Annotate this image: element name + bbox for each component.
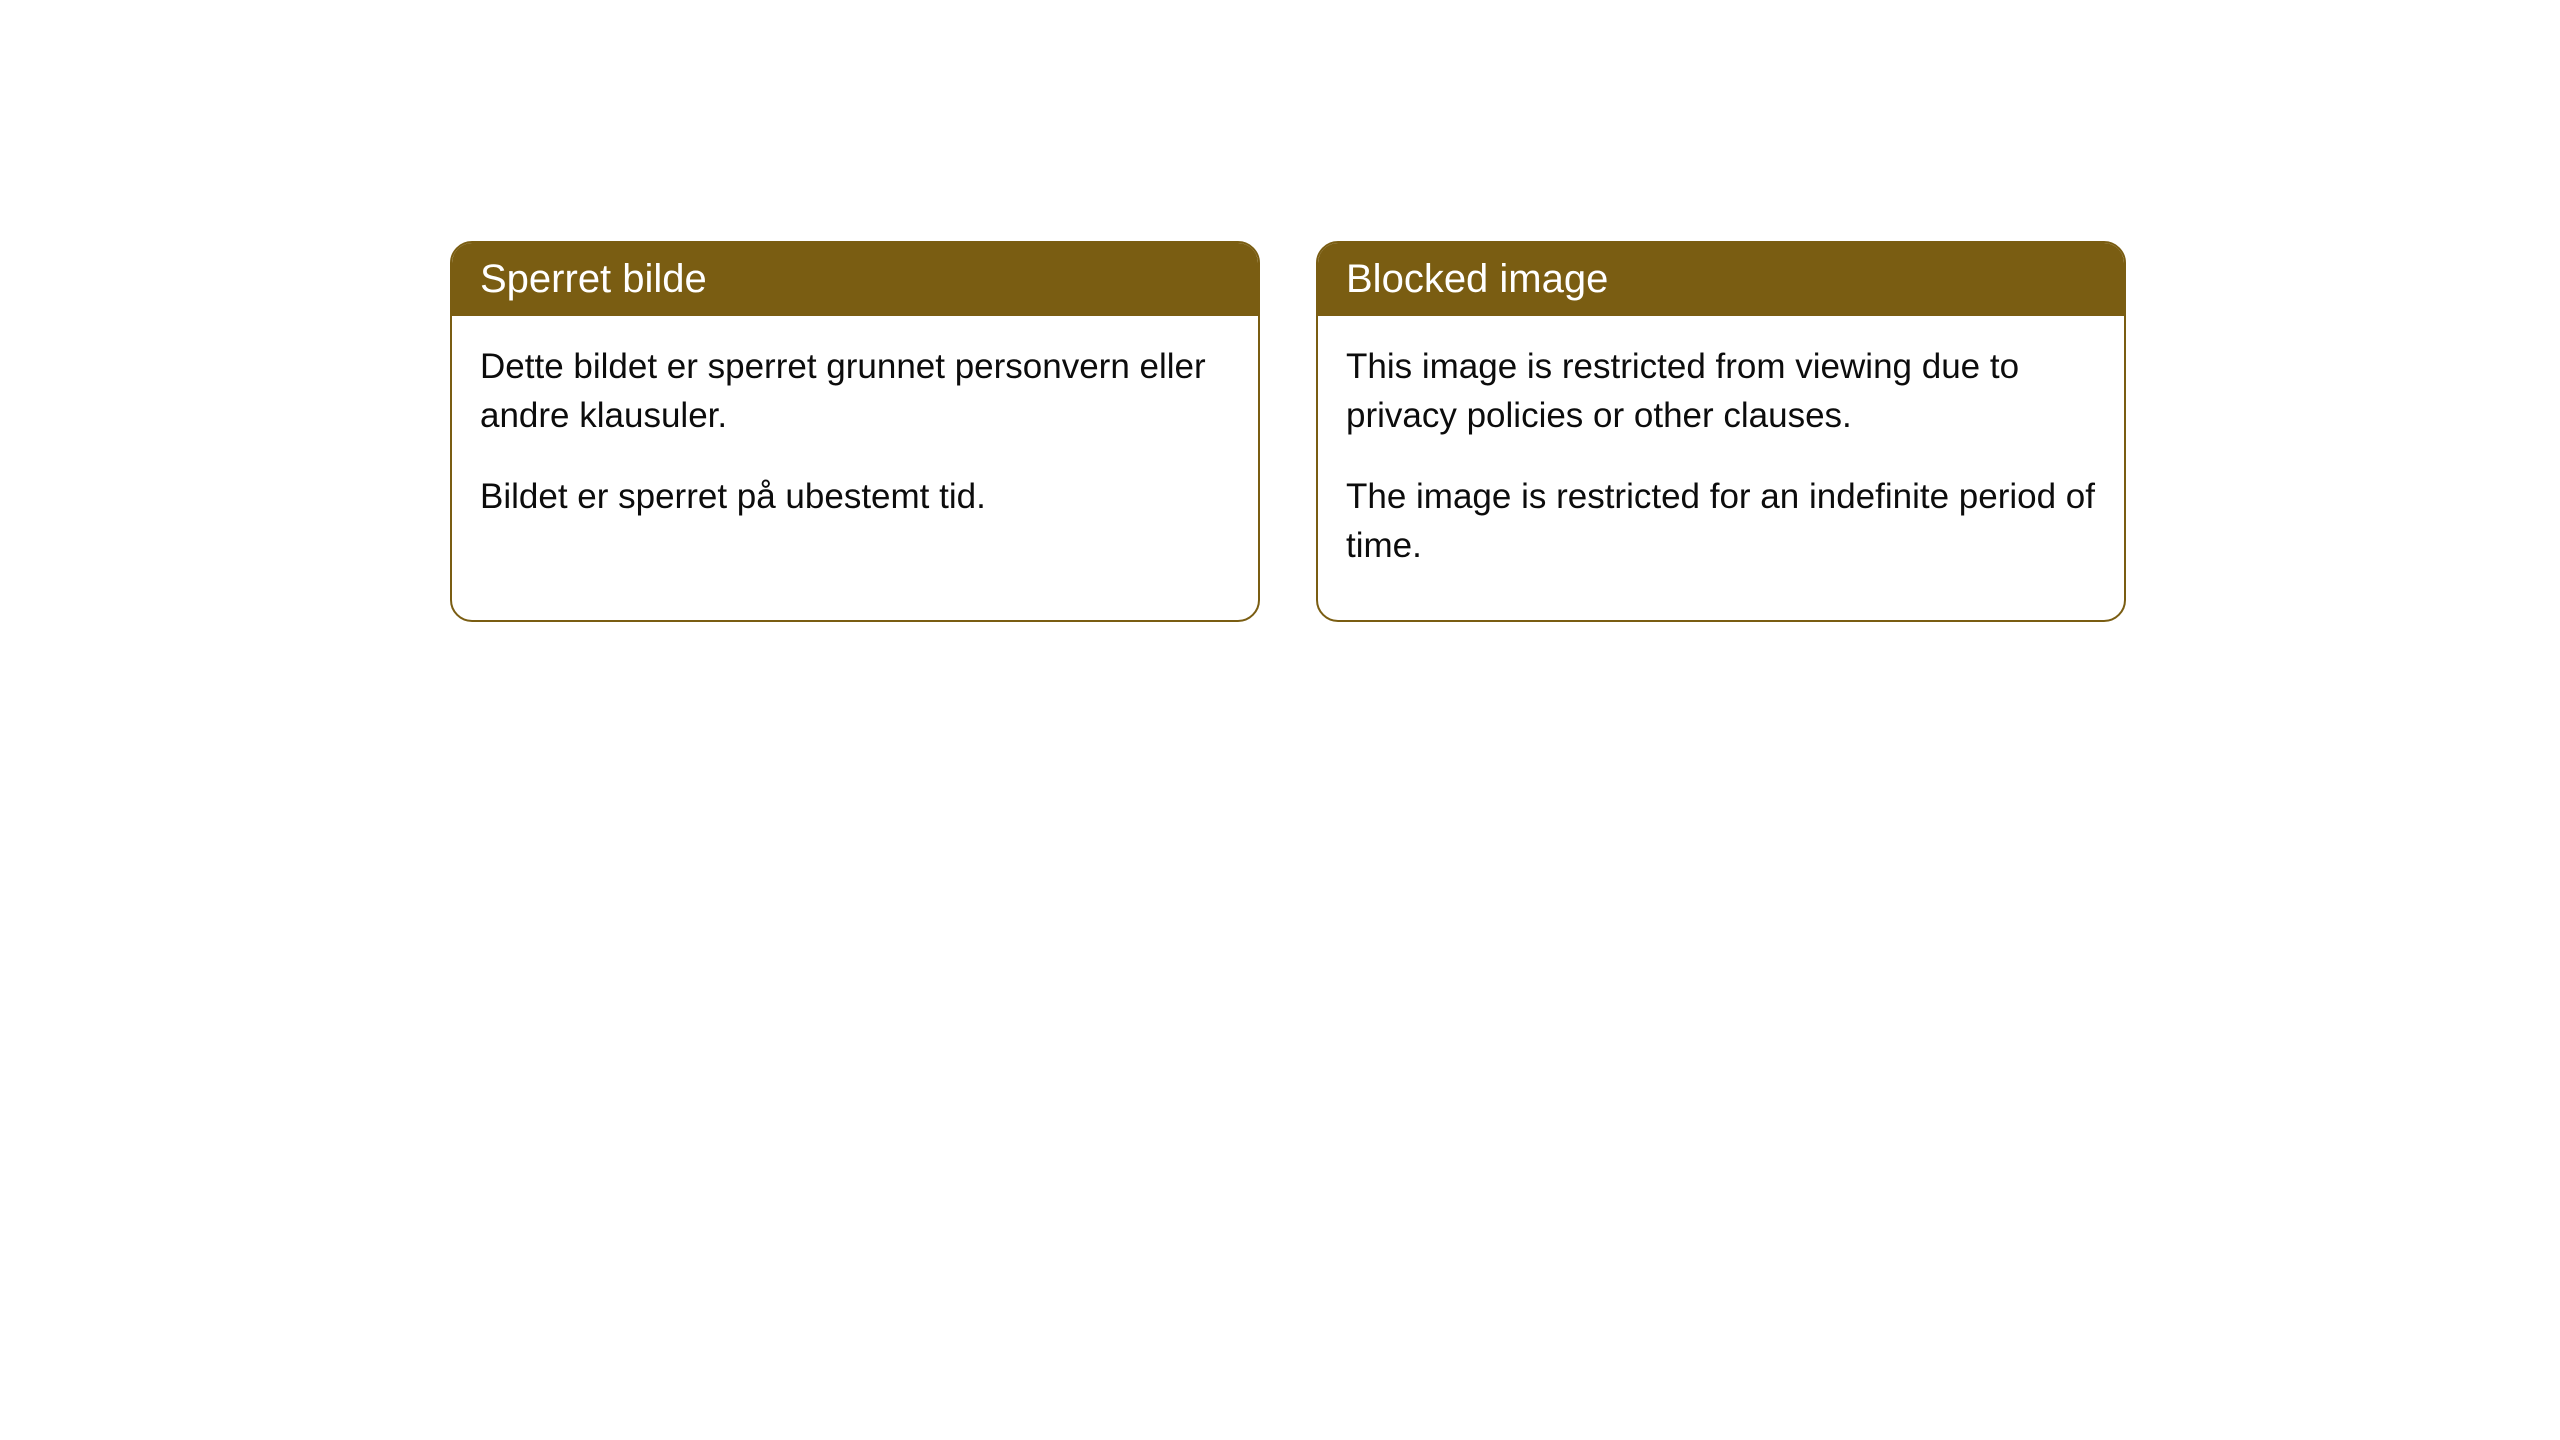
card-paragraph-2: The image is restricted for an indefinit… <box>1346 472 2096 570</box>
blocked-image-card-norwegian: Sperret bilde Dette bildet er sperret gr… <box>450 241 1260 622</box>
card-title: Sperret bilde <box>480 257 707 301</box>
blocked-image-card-english: Blocked image This image is restricted f… <box>1316 241 2126 622</box>
card-paragraph-2: Bildet er sperret på ubestemt tid. <box>480 472 1230 521</box>
card-paragraph-1: This image is restricted from viewing du… <box>1346 342 2096 440</box>
card-header: Blocked image <box>1318 243 2124 316</box>
card-header: Sperret bilde <box>452 243 1258 316</box>
notice-cards-container: Sperret bilde Dette bildet er sperret gr… <box>450 241 2126 622</box>
card-body: This image is restricted from viewing du… <box>1318 316 2124 620</box>
card-paragraph-1: Dette bildet er sperret grunnet personve… <box>480 342 1230 440</box>
card-title: Blocked image <box>1346 257 1608 301</box>
card-body: Dette bildet er sperret grunnet personve… <box>452 316 1258 571</box>
